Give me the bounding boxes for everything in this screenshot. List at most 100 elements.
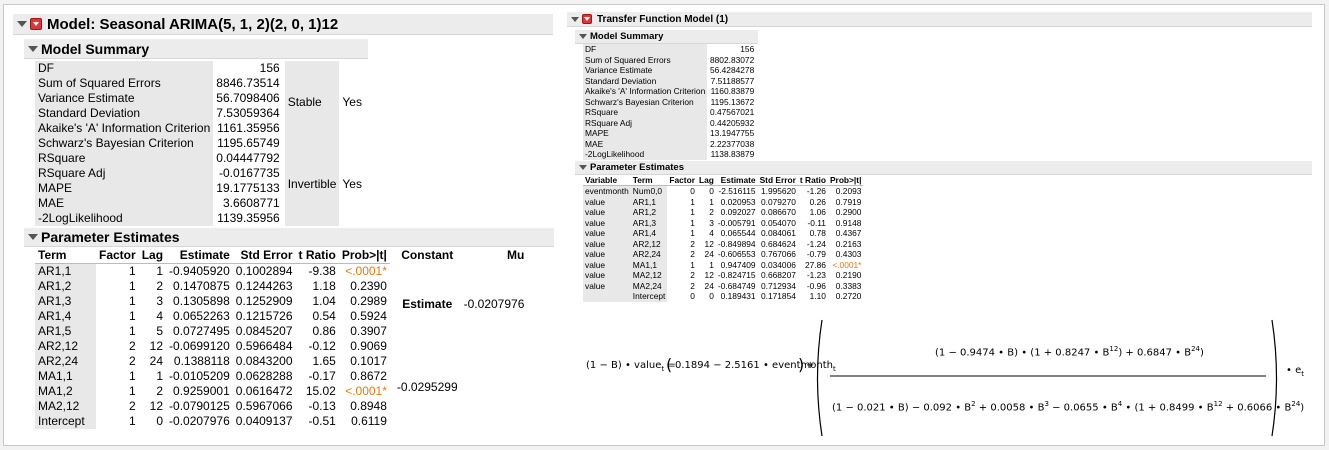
stability-label: Invertible	[284, 143, 340, 226]
outline-collapse-icon[interactable]	[579, 164, 587, 170]
table-row: value AR1,4 1 4 0.065544 0.084061 0.78 0.4367	[583, 228, 863, 239]
eq-paren-close: )	[798, 355, 805, 374]
value-cell: 0.3907	[350, 324, 387, 338]
value-cell: -0.17	[308, 369, 336, 383]
value-cell: 2	[129, 339, 136, 353]
value-cell: 0.020953	[720, 196, 756, 207]
value-cell: 1.10	[809, 291, 826, 301]
summary-label: Sum of Squared Errors	[583, 54, 708, 65]
value-cell: -0.0790125	[169, 399, 230, 413]
value-cell: 1	[156, 264, 164, 278]
value-cell: 0.9069	[350, 339, 387, 353]
stability-value: Yes	[342, 177, 362, 192]
value-cell: 2	[690, 270, 695, 280]
column-header: Prob>|t|	[827, 174, 864, 186]
value-cell: -9.38	[308, 264, 336, 278]
eq-intercept: 0.1894	[675, 360, 710, 371]
summary-label: -2LogLikelihood	[35, 211, 214, 226]
term-cell: AR2,24	[630, 249, 668, 260]
value-cell: 1	[690, 196, 695, 207]
value-cell: 0.092027	[720, 207, 756, 217]
parameter-estimates-header[interactable]: Parameter Estimates	[24, 228, 554, 247]
parameter-estimates-table: Term Factor Lag Estimate Std Error t Ratio Pro…	[35, 248, 390, 429]
value-cell: -1.24	[806, 238, 826, 249]
value-cell: 0.2093	[835, 186, 862, 196]
term-cell: value	[583, 196, 631, 207]
value-cell: -0.51	[308, 414, 336, 428]
eq-den-part-3: − 0.0655 • B	[1048, 402, 1118, 414]
summary-row: RSquare 0.47567021	[583, 107, 756, 118]
red-triangle-menu-icon[interactable]	[30, 18, 42, 30]
tf-parameter-estimates-table: Variable Term Factor Lag Estimate Std Error t …	[583, 174, 864, 302]
summary-value: 0.44205932	[709, 117, 755, 128]
value-cell: 0.189431	[720, 291, 756, 301]
value-cell: 0.086670	[760, 207, 796, 217]
term-cell: Num0,0	[630, 185, 668, 197]
summary-label: Variance Estimate	[583, 65, 708, 76]
value-cell: 1.04	[312, 294, 336, 308]
value-cell: 1	[129, 264, 136, 278]
value-cell: 0.9259001	[173, 384, 230, 398]
column-header: Term	[35, 248, 96, 264]
summary-value: 1161.35956	[217, 121, 280, 135]
outline-collapse-icon[interactable]	[28, 234, 38, 240]
value-cell: 0.065544	[720, 228, 756, 238]
summary-row: Sum of Squared Errors 8846.73514	[35, 76, 283, 91]
eq-denominator: (1 − 0.021 • B) − 0.092 • B2 + 0.0058 • …	[832, 400, 1304, 413]
outline-collapse-icon[interactable]	[579, 34, 587, 39]
summary-row: Sum of Squared Errors 8802.83072	[583, 54, 756, 65]
model-stability-table: Stable Yes Invertible Yes	[284, 61, 365, 226]
tf-parameter-estimates-title: Parameter Estimates	[590, 161, 684, 173]
value-cell: 0.0652263	[173, 309, 230, 323]
red-triangle-menu-icon[interactable]	[582, 14, 592, 24]
summary-value: 1138.83879	[710, 149, 755, 159]
value-cell: 0	[156, 414, 164, 428]
model-outline-header[interactable]: Model: Seasonal ARIMA(5, 1, 2)(2, 0, 1)1…	[13, 14, 553, 35]
column-header: Variable	[583, 174, 631, 186]
summary-value: 13.1947755	[709, 128, 755, 138]
summary-row: RSquare Adj -0.0167735	[35, 166, 283, 181]
eq-den-exp-24: 24	[1291, 400, 1301, 408]
term-cell: value	[583, 238, 631, 249]
table-row: value AR1,2 1 2 0.092027 0.086670 1.06 0.2900	[583, 207, 863, 218]
value-cell: 1	[129, 279, 136, 293]
table-row: Intercept 0 0 0.189431 0.171854 1.10 0.2720	[583, 291, 863, 302]
eq-equals: =	[667, 360, 676, 371]
value-cell: 0.668207	[760, 270, 796, 280]
tf-model-summary-header[interactable]: Model Summary	[575, 30, 758, 44]
outline-collapse-icon[interactable]	[17, 21, 27, 27]
outline-collapse-icon[interactable]	[571, 16, 579, 22]
value-cell: -0.684749	[717, 280, 756, 291]
tf-parameter-estimates-header[interactable]: Parameter Estimates	[575, 160, 1312, 175]
table-row: value MA1,1 1 1 0.947409 0.034006 27.86 <.0001*	[583, 259, 863, 270]
value-cell: 0.8672	[350, 369, 387, 383]
value-cell: 0.0727495	[173, 324, 230, 338]
term-cell: AR2,12	[35, 339, 96, 354]
term-cell: AR1,3	[35, 294, 96, 309]
summary-row: -2LogLikelihood 1138.83879	[583, 149, 756, 160]
model-summary-header[interactable]: Model Summary	[24, 39, 368, 59]
value-cell: 0.1305898	[173, 294, 230, 308]
summary-label: Schwarz's Bayesian Criterion	[583, 96, 708, 107]
eq-num-exp-24: 24	[1191, 345, 1200, 353]
summary-row: Variance Estimate 56.4284278	[583, 65, 756, 76]
transfer-function-header[interactable]: Transfer Function Model (1)	[567, 12, 1312, 27]
summary-row: Schwarz's Bayesian Criterion 1195.13672	[583, 96, 756, 107]
value-cell: -0.005791	[717, 217, 756, 228]
value-cell: 0.079270	[760, 196, 796, 207]
value-cell: 1	[156, 369, 164, 383]
term-cell: AR1,2	[630, 207, 668, 218]
summary-value: 56.4284278	[709, 65, 755, 75]
value-cell: 0.0409137	[235, 414, 293, 428]
summary-value: 2.22377038	[709, 138, 755, 149]
table-row: value MA2,12 2 12 -0.824715 0.668207 -1.23 0.21…	[583, 270, 863, 281]
summary-label: -2LogLikelihood	[583, 149, 708, 160]
value-cell: -0.606553	[717, 249, 756, 259]
value-cell: 0.684624	[760, 238, 796, 249]
summary-value: -0.0167735	[218, 166, 280, 180]
outline-collapse-icon[interactable]	[28, 45, 38, 52]
table-row: value AR2,24 2 24 -0.606553 0.767066 -0.79 0.43…	[583, 249, 863, 260]
value-cell: 0.034006	[760, 259, 796, 270]
summary-label: DF	[583, 44, 708, 55]
summary-row: RSquare 0.04447792	[35, 151, 283, 166]
